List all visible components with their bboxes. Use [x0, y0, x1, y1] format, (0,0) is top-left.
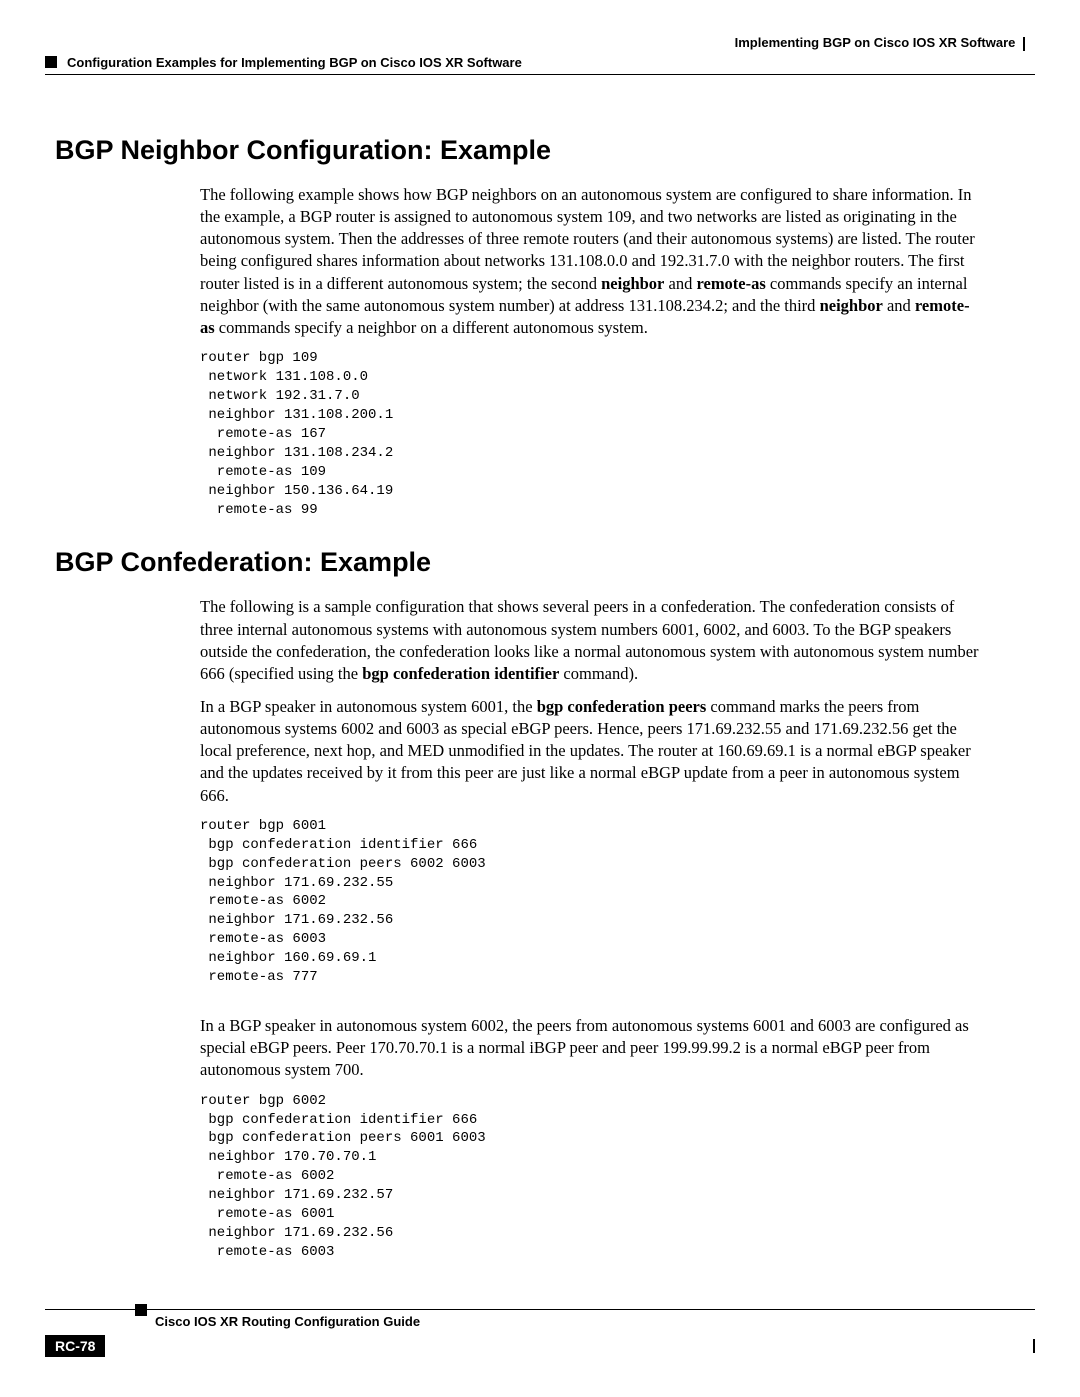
bold-confed-identifier: bgp confederation identifier — [362, 664, 559, 683]
page-footer: Cisco IOS XR Routing Configuration Guide… — [45, 1309, 1035, 1357]
bold-neighbor: neighbor — [820, 296, 883, 315]
text-fragment: and — [883, 296, 915, 315]
text-fragment: command). — [559, 664, 638, 683]
header-square-icon — [45, 56, 57, 68]
header-chapter-title: Implementing BGP on Cisco IOS XR Softwar… — [45, 35, 1035, 51]
bold-confed-peers: bgp confederation peers — [537, 697, 707, 716]
text-fragment: commands specify a neighbor on a differe… — [215, 318, 648, 337]
confederation-paragraph-1: The following is a sample configuration … — [200, 596, 980, 685]
header-right-marker-icon — [1023, 37, 1025, 51]
text-fragment: and — [664, 274, 696, 293]
footer-right-marker-icon — [1033, 1339, 1035, 1353]
confederation-paragraph-3: In a BGP speaker in autonomous system 60… — [200, 1015, 980, 1082]
neighbor-paragraph: The following example shows how BGP neig… — [200, 184, 980, 340]
footer-square-icon — [135, 1304, 147, 1316]
page-number: RC-78 — [45, 1335, 105, 1357]
header-left-text: Configuration Examples for Implementing … — [67, 55, 522, 70]
section-heading-neighbor: BGP Neighbor Configuration: Example — [55, 135, 1035, 166]
section-heading-confederation: BGP Confederation: Example — [55, 547, 1035, 578]
header-breadcrumb: Configuration Examples for Implementing … — [45, 55, 1035, 70]
footer-bottom-row: RC-78 — [45, 1335, 1035, 1357]
confederation-code-block-2: router bgp 6002 bgp confederation identi… — [200, 1092, 1035, 1262]
header-right-text: Implementing BGP on Cisco IOS XR Softwar… — [735, 35, 1016, 50]
bold-neighbor: neighbor — [601, 274, 664, 293]
confederation-paragraph-2: In a BGP speaker in autonomous system 60… — [200, 696, 980, 807]
footer-guide-title: Cisco IOS XR Routing Configuration Guide — [155, 1314, 1035, 1329]
confederation-code-block-1: router bgp 6001 bgp confederation identi… — [200, 817, 1035, 987]
bold-remote-as: remote-as — [696, 274, 765, 293]
page-header: Implementing BGP on Cisco IOS XR Softwar… — [45, 35, 1035, 75]
text-fragment: In a BGP speaker in autonomous system 60… — [200, 697, 537, 716]
footer-rule: Cisco IOS XR Routing Configuration Guide — [45, 1309, 1035, 1329]
neighbor-code-block: router bgp 109 network 131.108.0.0 netwo… — [200, 349, 1035, 519]
